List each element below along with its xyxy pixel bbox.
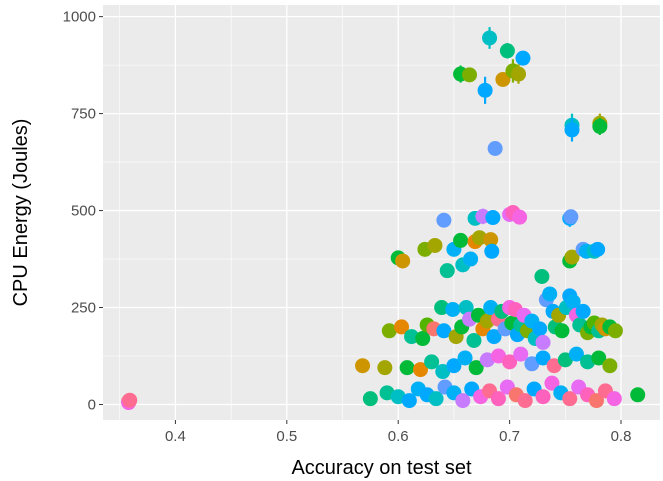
data-point bbox=[542, 286, 558, 302]
data-point bbox=[399, 360, 415, 376]
data-point bbox=[477, 82, 493, 98]
data-point bbox=[557, 352, 573, 368]
data-point bbox=[395, 253, 411, 269]
data-point bbox=[484, 243, 500, 259]
data-point bbox=[512, 209, 528, 225]
data-point bbox=[554, 323, 570, 339]
data-point bbox=[355, 358, 371, 374]
data-point bbox=[479, 313, 495, 329]
data-point bbox=[575, 303, 591, 319]
data-point bbox=[544, 375, 560, 391]
data-point bbox=[589, 393, 605, 409]
data-point bbox=[606, 391, 622, 407]
data-point bbox=[511, 66, 527, 82]
data-point bbox=[428, 391, 444, 407]
data-point bbox=[564, 122, 580, 138]
data-point bbox=[462, 67, 478, 83]
data-point bbox=[453, 232, 469, 248]
data-point bbox=[445, 301, 461, 317]
data-point bbox=[412, 362, 428, 378]
data-point bbox=[485, 210, 501, 226]
data-point bbox=[466, 332, 482, 348]
data-point bbox=[591, 350, 607, 366]
x-tick-label: 0.5 bbox=[276, 428, 297, 445]
data-point bbox=[515, 50, 531, 66]
y-axis-title: CPU Energy (Joules) bbox=[10, 119, 32, 307]
data-point bbox=[590, 241, 606, 257]
x-axis-title: Accuracy on test set bbox=[291, 457, 472, 479]
data-point bbox=[524, 356, 540, 372]
x-axis-ticks: 0.4 0.5 0.6 0.7 0.8 bbox=[165, 420, 631, 445]
y-tick-label: 250 bbox=[71, 300, 96, 317]
data-point bbox=[499, 43, 515, 59]
data-point bbox=[513, 346, 529, 362]
data-point bbox=[394, 319, 410, 335]
data-point bbox=[535, 334, 551, 350]
data-point bbox=[564, 249, 580, 265]
data-point bbox=[482, 30, 498, 46]
data-point bbox=[472, 230, 488, 246]
data-point bbox=[404, 329, 420, 345]
data-point bbox=[517, 393, 533, 409]
data-point bbox=[486, 329, 502, 345]
data-point bbox=[607, 323, 623, 339]
data-point bbox=[592, 118, 608, 134]
x-tick-label: 0.8 bbox=[611, 428, 632, 445]
data-point bbox=[535, 389, 551, 405]
data-point bbox=[455, 393, 471, 409]
data-point bbox=[546, 358, 562, 374]
data-point bbox=[490, 348, 506, 364]
data-point bbox=[427, 237, 443, 253]
data-point bbox=[630, 387, 646, 403]
y-axis-ticks: 0 250 500 750 1000 bbox=[63, 9, 103, 413]
data-point bbox=[495, 71, 511, 87]
data-point bbox=[487, 141, 503, 157]
data-point bbox=[535, 350, 551, 366]
data-point bbox=[502, 354, 518, 370]
data-point bbox=[434, 300, 450, 316]
data-point bbox=[435, 364, 451, 380]
data-point bbox=[563, 209, 579, 225]
data-point bbox=[534, 268, 550, 284]
data-point bbox=[602, 358, 618, 374]
data-point bbox=[532, 321, 548, 337]
x-tick-label: 0.7 bbox=[499, 428, 520, 445]
data-point bbox=[377, 360, 393, 376]
data-point bbox=[381, 323, 397, 339]
data-point bbox=[463, 251, 479, 267]
data-point bbox=[468, 360, 484, 376]
y-tick-label: 750 bbox=[71, 106, 96, 123]
y-tick-label: 500 bbox=[71, 203, 96, 220]
data-point bbox=[362, 391, 378, 407]
data-point bbox=[562, 391, 578, 407]
y-tick-label: 1000 bbox=[63, 9, 96, 26]
y-tick-label: 0 bbox=[88, 396, 96, 413]
data-point bbox=[483, 232, 499, 248]
data-point bbox=[458, 300, 474, 316]
data-point bbox=[436, 212, 452, 228]
data-point bbox=[565, 294, 581, 310]
data-point bbox=[415, 331, 431, 347]
data-point bbox=[446, 358, 462, 374]
data-point bbox=[436, 323, 452, 339]
data-point bbox=[122, 392, 138, 408]
x-tick-label: 0.6 bbox=[388, 428, 409, 445]
data-point bbox=[424, 354, 440, 370]
data-point bbox=[401, 393, 417, 409]
x-tick-label: 0.4 bbox=[165, 428, 186, 445]
data-point bbox=[439, 263, 455, 279]
data-points bbox=[121, 27, 646, 411]
data-point bbox=[457, 350, 473, 366]
data-point bbox=[490, 391, 506, 407]
data-point bbox=[568, 346, 584, 362]
